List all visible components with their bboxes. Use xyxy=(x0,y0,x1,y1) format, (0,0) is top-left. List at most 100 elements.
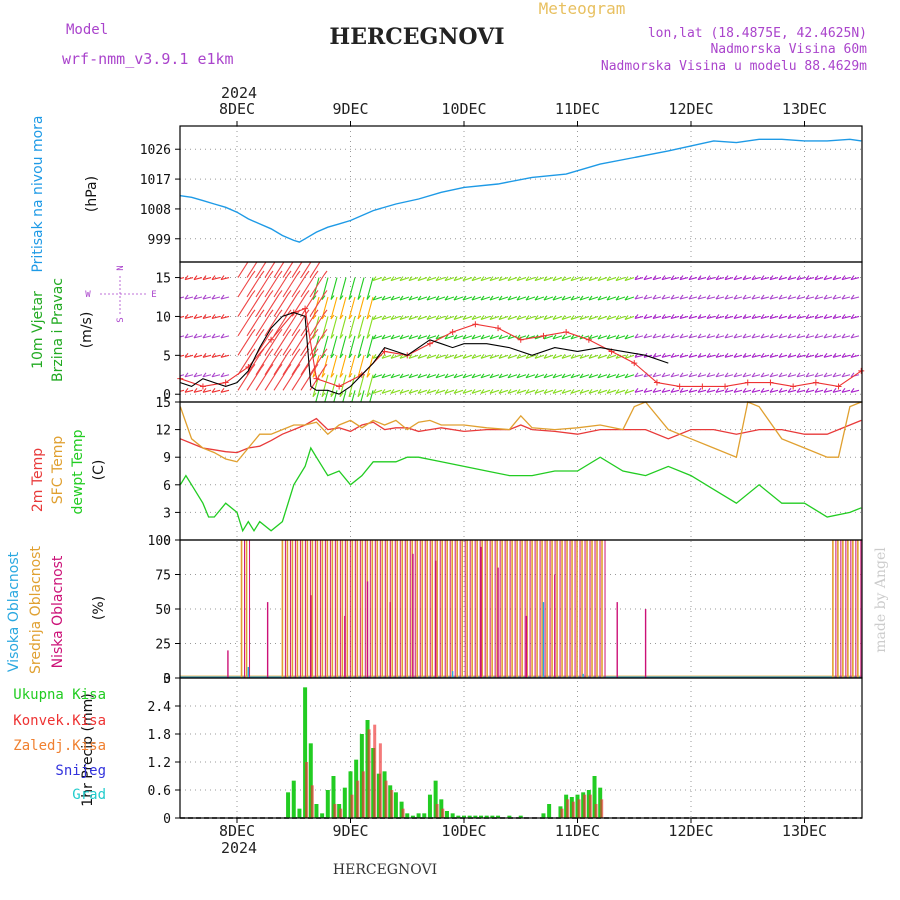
precip-total-bar xyxy=(422,813,427,818)
wind-unit: (m/s) xyxy=(79,312,95,349)
wind-barb xyxy=(417,374,428,379)
precip-total-bar xyxy=(456,815,461,818)
wind-barb xyxy=(348,277,356,300)
compass-e: E xyxy=(151,290,156,300)
wind-barb-flag xyxy=(269,309,274,315)
wind-barb-flag xyxy=(444,276,449,281)
y-tick-label: 12 xyxy=(155,424,171,439)
wind-barb xyxy=(661,374,671,378)
wind-barb xyxy=(624,374,635,379)
precip-total-bar xyxy=(410,815,415,818)
y-tick-label: 1026 xyxy=(140,143,171,158)
wind-barb xyxy=(751,374,761,378)
wind-barb xyxy=(273,313,289,337)
precip-conv-bar xyxy=(571,801,575,818)
y-tick-label: 0 xyxy=(163,672,171,687)
wind-barb-flag xyxy=(471,354,476,359)
wind-barb xyxy=(733,277,743,281)
wind-barb xyxy=(570,389,581,394)
wind-barb-flag xyxy=(312,334,317,339)
wind-barb xyxy=(597,374,608,379)
wind-barb-flag xyxy=(715,333,720,339)
wind-barb-flag xyxy=(706,333,711,339)
wind-barb-flag xyxy=(381,315,386,320)
wind-barb xyxy=(180,315,185,319)
wind-barb-flag xyxy=(278,348,283,354)
wind-barb-flag xyxy=(615,334,620,340)
wind-barb xyxy=(498,335,509,340)
bottom-day-tick-label: 13DEC xyxy=(782,822,827,840)
wind-barb-flag xyxy=(367,408,370,412)
wind-barb-flag xyxy=(357,314,362,320)
wind-barb-flag xyxy=(525,389,530,394)
wind-barb xyxy=(679,389,689,393)
wind-barb xyxy=(841,354,851,358)
wind-barb-flag xyxy=(751,294,756,300)
wind-barb xyxy=(697,374,707,378)
wind-barb xyxy=(381,389,392,394)
wind-barb xyxy=(498,315,509,320)
wind-barb-flag xyxy=(606,354,611,359)
wind-barb xyxy=(435,389,446,394)
wind-barb-flag xyxy=(489,295,494,301)
wind-barb-flag xyxy=(314,348,319,354)
wind-barb-flag xyxy=(579,354,584,359)
wind-barb-flag xyxy=(202,353,207,358)
gust-marker xyxy=(790,383,797,390)
wind-barb xyxy=(489,277,500,282)
y-tick-label: 999 xyxy=(148,233,171,248)
precip-conv-bar xyxy=(356,780,360,818)
wind-barb-flag xyxy=(287,270,292,276)
y-tick-label: 1017 xyxy=(140,173,171,188)
wind-barb xyxy=(399,277,410,282)
wind-barb-flag xyxy=(661,275,666,280)
wind-barb-flag xyxy=(211,388,216,393)
series-line xyxy=(180,312,669,395)
wind-barb xyxy=(390,389,401,394)
wind-barb-flag xyxy=(643,314,648,319)
wind-barb xyxy=(516,374,527,379)
wind-barb xyxy=(525,354,536,359)
wind-barb-flag xyxy=(643,294,648,300)
wind-barb xyxy=(408,335,419,340)
wind-barb-flag xyxy=(417,354,422,359)
wind-barb-flag xyxy=(287,348,292,354)
wind-barb xyxy=(552,277,563,282)
wind-barb xyxy=(471,315,482,320)
wind-barb-flag xyxy=(408,354,413,359)
wind-barb xyxy=(471,335,482,340)
wind-sub-label: Brzina i Pravac xyxy=(50,278,66,382)
wind-barb-flag xyxy=(211,294,216,300)
wind-barb-flag xyxy=(697,294,702,300)
wind-barb xyxy=(787,389,797,393)
wind-barb xyxy=(634,315,644,319)
wind-barb xyxy=(330,355,338,378)
wind-barb-flag xyxy=(202,372,207,378)
wind-barb xyxy=(814,296,824,300)
wind-barb-flag xyxy=(679,294,684,300)
wind-barb xyxy=(823,374,833,378)
wind-barb-flag xyxy=(516,354,521,359)
precip-total-bar xyxy=(286,792,291,818)
wind-barb xyxy=(742,335,752,339)
wind-barb-flag xyxy=(261,252,264,256)
wind-barb-flag xyxy=(176,295,179,299)
y-tick-label: 3 xyxy=(163,506,171,521)
wind-barb-flag xyxy=(321,334,326,339)
wind-barb-flag xyxy=(507,389,512,394)
wind-barb-flag xyxy=(390,276,395,281)
wind-barb xyxy=(579,315,590,320)
wind-barb-flag xyxy=(426,334,431,340)
gust-marker xyxy=(585,336,592,343)
wind-barb-flag xyxy=(823,353,828,358)
wind-barb-flag xyxy=(202,275,207,280)
wind-barb xyxy=(237,274,253,298)
wind-barb xyxy=(282,352,298,376)
wind-barb xyxy=(342,390,347,402)
wind-barb-flag xyxy=(850,314,855,319)
wind-barb xyxy=(615,315,626,320)
wind-barb xyxy=(679,277,689,281)
precip-total-bar xyxy=(547,804,552,818)
wind-barb-flag xyxy=(615,389,620,394)
wind-barb xyxy=(652,354,662,358)
